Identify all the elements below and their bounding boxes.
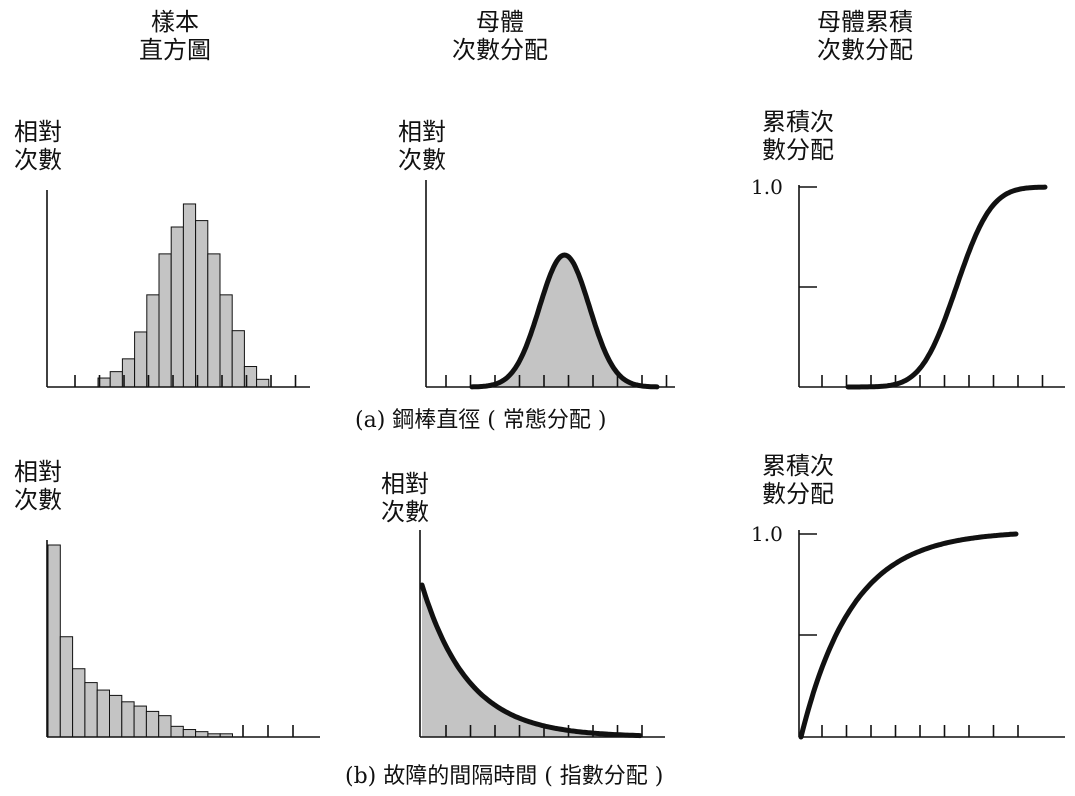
histogram-bar: [182, 203, 197, 388]
ylabel-line1: 相對: [14, 118, 62, 146]
histogram-bar: [121, 701, 135, 738]
ylabel-line2: 數分配: [762, 136, 834, 164]
y-tick-label-1: 1.0: [751, 522, 783, 546]
ylabel-b1: 相對 次數: [14, 458, 62, 514]
ylabel-line2: 次數: [14, 146, 62, 174]
histogram-bar: [72, 668, 86, 738]
column-title-line2: 次數分配: [452, 36, 548, 64]
histogram-bar: [256, 378, 270, 388]
y-tick-label-1: 1.0: [751, 175, 783, 199]
histogram-bar: [195, 220, 209, 388]
column-title-line2: 次數分配: [817, 36, 913, 64]
ylabel-line2: 次數: [398, 146, 446, 174]
column-title-population-freq: 母體 次數分配: [380, 8, 620, 64]
histogram-bar: [182, 729, 197, 738]
histogram-bar: [170, 226, 184, 388]
histogram-bar: [133, 705, 147, 738]
ylabel-line2: 次數: [381, 498, 429, 526]
column-title-line1: 母體累積: [817, 8, 913, 36]
column-title-line2: 直方圖: [139, 36, 211, 64]
histogram-bar: [59, 636, 74, 738]
ylabel-line2: 次數: [14, 486, 62, 514]
density-curve: [419, 582, 643, 739]
histogram-bar: [134, 331, 148, 388]
ylabel-line1: 相對: [398, 118, 446, 146]
ylabel-line2: 數分配: [762, 480, 834, 508]
caption-a: (a) 鋼棒直徑 ( 常態分配 ): [355, 408, 607, 433]
histogram-bar: [84, 682, 98, 738]
cdf-curve: [798, 531, 1019, 740]
histogram-bar: [146, 294, 160, 388]
histogram-bar: [145, 710, 160, 738]
ylabel-line1: 累積次: [762, 452, 834, 480]
column-title-line1: 母體: [476, 8, 524, 36]
ylabel-a2: 相對 次數: [398, 118, 446, 174]
histogram-bar: [170, 725, 184, 738]
ylabel-a3: 累積次 數分配: [762, 108, 834, 164]
caption-b: (b) 故障的間隔時間 ( 指數分配 ): [345, 764, 664, 789]
histogram-bar: [109, 371, 123, 388]
cdf-curve: [845, 184, 1048, 390]
ylabel-line1: 相對: [381, 470, 429, 498]
histogram-bar: [109, 694, 123, 738]
histogram-bar: [231, 330, 245, 388]
ylabel-a1: 相對 次數: [14, 118, 62, 174]
ylabel-b2: 相對 次數: [381, 470, 429, 526]
column-title-cumulative-freq: 母體累積 次數分配: [745, 8, 985, 64]
histogram-bar: [47, 544, 61, 738]
density-area: [422, 585, 640, 737]
column-title-sample-histogram: 樣本 直方圖: [55, 8, 295, 64]
column-title-line1: 樣本: [151, 8, 199, 36]
histogram-bar: [219, 294, 233, 388]
histogram-bar: [207, 253, 221, 388]
ylabel-line1: 累積次: [762, 108, 834, 136]
ylabel-line1: 相對: [14, 458, 62, 486]
histogram-bar: [96, 689, 110, 738]
histogram-bar: [158, 715, 172, 738]
density-curve: [469, 252, 660, 390]
histogram-bar: [158, 253, 172, 388]
density-area: [472, 255, 657, 387]
ylabel-b3: 累積次 數分配: [762, 452, 834, 508]
